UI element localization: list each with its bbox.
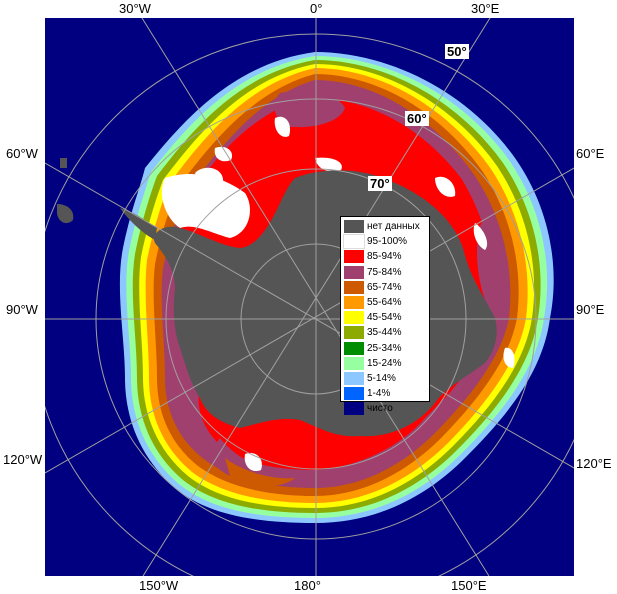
legend-swatch — [344, 326, 364, 340]
legend-item: 15-24% — [344, 356, 426, 371]
legend-item: 25-34% — [344, 341, 426, 356]
meridian-label-90w: 90°W — [6, 302, 38, 317]
meridian-label-120e: 120°E — [576, 456, 612, 471]
meridian-60e-120w — [45, 167, 574, 474]
legend-item: 55-64% — [344, 295, 426, 310]
meridian-label-90e: 90°E — [576, 302, 605, 317]
ice-patch-95-100 — [435, 176, 456, 197]
ice-patch-95-100 — [315, 157, 342, 172]
legend-swatch — [344, 296, 364, 310]
antarctic-peninsula — [120, 208, 157, 240]
legend-swatch — [344, 371, 364, 385]
legend-swatch — [344, 280, 364, 294]
legend-label: 1-4% — [367, 388, 391, 400]
parallel-label-70: 70° — [368, 176, 392, 191]
ice-patch-95-100 — [214, 146, 233, 162]
legend-item: 5-14% — [344, 371, 426, 386]
parallel-label-60: 60° — [405, 111, 429, 126]
legend-item: 85-94% — [344, 249, 426, 264]
legend-item: 95-100% — [343, 234, 426, 250]
legend-label: 75-84% — [367, 266, 402, 278]
ice-patch-65-74 — [225, 458, 295, 487]
legend-swatch — [344, 341, 364, 355]
meridian-label-150w-bottom: 150°W — [139, 578, 179, 593]
map-frame: 50° 60° 70° нет данных 95-100% 85-94% 75-84… — [45, 18, 574, 576]
south-america-tip — [60, 158, 67, 168]
legend-label: 95-100% — [367, 236, 408, 248]
ice-patch-95-100 — [473, 223, 488, 250]
legend-item: чисто — [344, 401, 426, 416]
meridian-30e-150w — [142, 18, 491, 576]
legend-label: 25-34% — [367, 342, 402, 354]
legend-item: 75-84% — [344, 265, 426, 280]
legend-label: 5-14% — [367, 372, 396, 384]
meridian-60w-120e — [45, 162, 574, 469]
meridian-label-60e: 60°E — [576, 146, 605, 161]
legend-swatch — [344, 265, 364, 279]
meridian-label-30w-top: 30°W — [119, 1, 151, 16]
legend-label: 85-94% — [367, 251, 402, 263]
ice-patch-95-100 — [274, 116, 291, 137]
legend-swatch — [344, 402, 364, 416]
ice-map — [45, 18, 574, 576]
legend-item: 1-4% — [344, 386, 426, 401]
legend-label: 65-74% — [367, 281, 402, 293]
meridian-label-150e-bottom: 150°E — [451, 578, 487, 593]
meridian-label-120w: 120°W — [3, 452, 43, 467]
legend-swatch — [343, 234, 365, 250]
legend-label: 55-64% — [367, 297, 402, 309]
meridian-30w-150e — [141, 18, 490, 576]
legend-swatch — [344, 356, 364, 370]
ice-patch-95-100 — [195, 167, 224, 186]
legend-item: 45-54% — [344, 310, 426, 325]
legend-item: 65-74% — [344, 280, 426, 295]
ice-patch-95-100 — [503, 347, 515, 368]
legend-swatch — [344, 311, 364, 325]
parallel-label-50: 50° — [445, 44, 469, 59]
ice-patch-95-100 — [161, 173, 250, 238]
south-america-tip — [57, 204, 74, 224]
legend-label: нет данных — [367, 221, 420, 233]
legend-swatch — [344, 250, 364, 264]
legend-swatch — [344, 387, 364, 401]
meridian-label-60w: 60°W — [6, 146, 38, 161]
legend-item: 35-44% — [344, 325, 426, 340]
graticule — [45, 18, 574, 576]
legend-label: 45-54% — [367, 312, 402, 324]
legend: нет данных 95-100% 85-94% 75-84% 65-74% 55-64… — [340, 216, 430, 416]
meridian-label-30e-top: 30°E — [471, 1, 500, 16]
legend-label: 35-44% — [367, 327, 402, 339]
legend-label: 15-24% — [367, 357, 402, 369]
legend-label: чисто — [367, 403, 393, 415]
meridian-label-0-top: 0° — [310, 1, 323, 16]
legend-item: нет данных — [344, 219, 426, 234]
meridian-label-180-bottom: 180° — [294, 578, 321, 593]
legend-swatch — [344, 220, 364, 234]
